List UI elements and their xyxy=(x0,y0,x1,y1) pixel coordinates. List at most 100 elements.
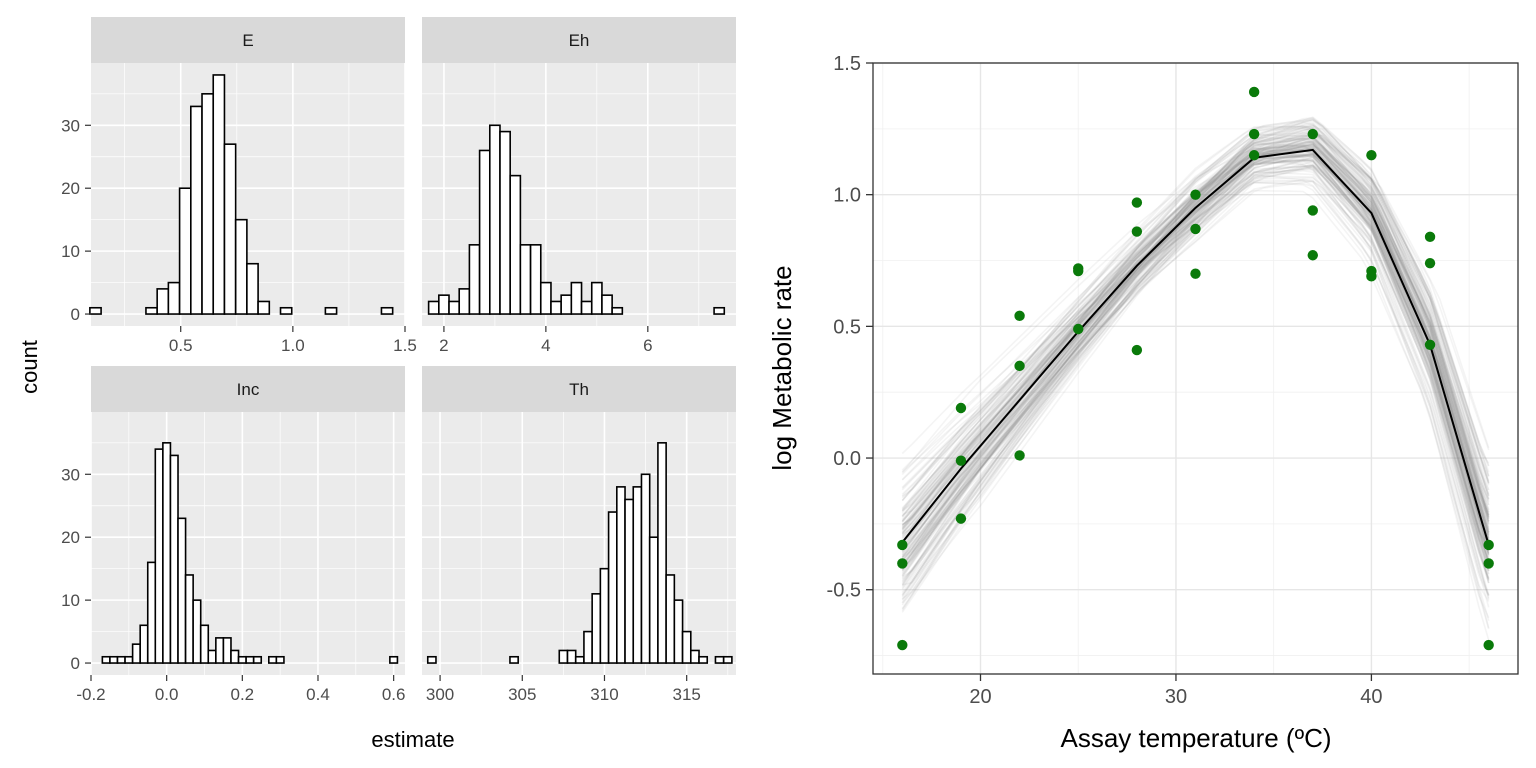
bootstrap-line xyxy=(901,168,1490,584)
data-point xyxy=(1307,128,1318,140)
histogram-bar xyxy=(177,517,187,664)
data-point xyxy=(1073,265,1084,277)
bootstrap-line xyxy=(901,171,1490,629)
x-tick-label: 0.4 xyxy=(306,685,330,704)
bootstrap-line xyxy=(901,154,1490,641)
data-point xyxy=(1483,639,1494,651)
histogram-bar xyxy=(156,288,170,315)
histogram-bar xyxy=(566,649,577,664)
bootstrap-line xyxy=(901,125,1490,531)
histogram-bar xyxy=(162,442,172,664)
histogram-bar xyxy=(215,637,225,664)
x-tick-label: 305 xyxy=(508,685,536,704)
bootstrap-line xyxy=(901,140,1490,558)
histogram-bar xyxy=(478,149,491,315)
right-axes: 20 30 40 -0.5 0.0 0.5 1.0 1.5 xyxy=(827,53,1383,708)
bootstrap-line xyxy=(901,137,1490,579)
data-point xyxy=(897,639,908,651)
histogram-bar xyxy=(550,300,562,315)
bootstrap-line xyxy=(901,165,1490,564)
bootstrap-line xyxy=(901,149,1490,565)
histogram-bar xyxy=(616,486,626,664)
bootstrap-line xyxy=(901,145,1490,571)
bootstrap-line xyxy=(901,118,1490,564)
bootstrap-line xyxy=(901,126,1490,600)
bootstrap-line xyxy=(901,117,1490,548)
histogram-bar xyxy=(468,244,481,315)
y-tick-label: 30 xyxy=(61,116,80,135)
data-point xyxy=(1366,271,1377,282)
x-tick-label: 40 xyxy=(1360,686,1382,708)
histogram-bar xyxy=(223,143,237,315)
data-point xyxy=(1424,339,1436,350)
histogram-bar xyxy=(529,244,542,315)
x-tick-label: 0.2 xyxy=(231,685,255,704)
histogram-bar xyxy=(324,306,338,315)
histogram-bar xyxy=(580,300,593,315)
facet-strip-label: E xyxy=(242,31,253,50)
histogram-bar xyxy=(167,281,181,315)
histogram-bar xyxy=(237,655,247,664)
data-point xyxy=(955,513,967,524)
histogram-bar xyxy=(389,655,399,664)
bootstrap-line xyxy=(901,154,1490,556)
y-tick-label: 0 xyxy=(71,654,80,673)
histogram-bar xyxy=(154,448,164,664)
histogram-bar xyxy=(145,306,158,315)
x-tick-label: 0.6 xyxy=(382,685,406,704)
bootstrap-line xyxy=(901,140,1490,596)
bootstrap-line xyxy=(901,133,1490,580)
y-tick-label: 30 xyxy=(61,465,80,484)
bootstrap-line xyxy=(901,142,1490,570)
bootstrap-line xyxy=(901,160,1490,560)
histogram-bar xyxy=(426,655,437,664)
data-point xyxy=(1014,310,1025,322)
histogram-bar xyxy=(448,300,461,315)
histogram-bar xyxy=(722,655,733,664)
facet-Eh: Eh 2 4 6 xyxy=(422,17,736,355)
facet-strip xyxy=(422,366,736,412)
x-tick-label: 0.0 xyxy=(155,685,179,704)
histogram-bar xyxy=(599,567,610,664)
bootstrap-line xyxy=(901,146,1490,564)
x-tick-label: 315 xyxy=(672,685,700,704)
bootstrap-line xyxy=(901,144,1490,552)
histogram-bar xyxy=(169,454,179,664)
bootstrap-line xyxy=(901,143,1490,584)
histogram-bar xyxy=(109,655,119,664)
bootstrap-line xyxy=(901,121,1490,609)
bootstrap-line xyxy=(901,147,1490,548)
histogram-bar xyxy=(714,655,725,664)
bootstrap-line xyxy=(901,181,1490,595)
bootstrap-line xyxy=(901,142,1490,580)
histogram-bar xyxy=(245,655,255,664)
data-point xyxy=(1248,86,1260,98)
x-tick-label: 310 xyxy=(590,685,618,704)
right-panel-border xyxy=(872,62,1519,675)
histogram-bar xyxy=(458,288,471,315)
bootstrap-line xyxy=(901,121,1490,559)
histogram-bar xyxy=(184,574,194,664)
facet-Inc: Inc -0.2 0.0 0.2 0.4 0.6 0 10 20 30 xyxy=(61,366,405,704)
histogram-bar xyxy=(583,630,593,664)
histogram-bar xyxy=(590,281,603,315)
histogram-bar xyxy=(212,74,226,315)
histogram-bar xyxy=(499,130,511,315)
y-tick-label: 1.5 xyxy=(833,53,861,75)
data-point xyxy=(897,539,908,551)
x-tick-label: -0.2 xyxy=(76,685,105,704)
histogram-bar xyxy=(252,655,263,664)
observation-points xyxy=(897,86,1494,651)
data-point xyxy=(1014,360,1025,372)
left-x-axis-title: estimate xyxy=(371,727,454,752)
bootstrap-line xyxy=(901,159,1490,547)
bootstrap-line xyxy=(901,140,1490,568)
bootstrap-line xyxy=(901,125,1490,524)
y-tick-label: 10 xyxy=(61,591,80,610)
x-tick-label: 1.5 xyxy=(393,336,417,355)
bootstrap-line xyxy=(901,136,1490,590)
bootstrap-line xyxy=(901,142,1490,588)
bootstrap-line xyxy=(901,179,1490,597)
histogram-bar xyxy=(624,498,635,664)
